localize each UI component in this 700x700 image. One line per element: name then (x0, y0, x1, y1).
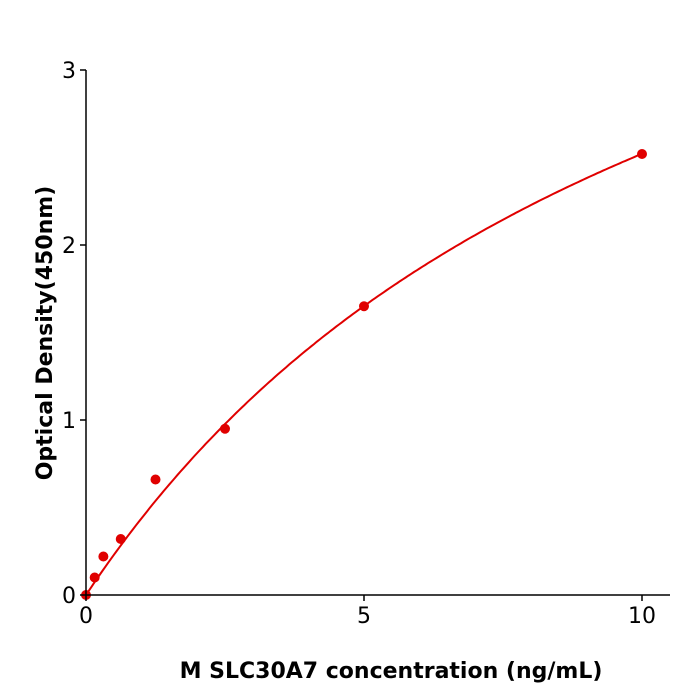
data-point (89, 572, 100, 583)
fit-curve (85, 152, 643, 596)
data-point (115, 534, 126, 544)
y-tick-label: 0 (62, 584, 76, 609)
x-tick-label: 10 (628, 604, 656, 629)
y-tick-label: 1 (62, 409, 76, 434)
data-point (220, 423, 230, 434)
data-point (359, 301, 369, 312)
x-tick-label: 0 (79, 604, 93, 629)
y-axis-label: Optical Density(450nm) (33, 186, 58, 481)
y-tick-label: 3 (62, 59, 76, 84)
data-point (98, 551, 109, 562)
data-point (637, 149, 647, 159)
data-point (150, 474, 161, 485)
y-tick-label: 2 (62, 234, 76, 259)
x-tick-label: 5 (357, 604, 371, 629)
x-axis-label: M SLC30A7 concentration (ng/mL) (180, 659, 603, 684)
